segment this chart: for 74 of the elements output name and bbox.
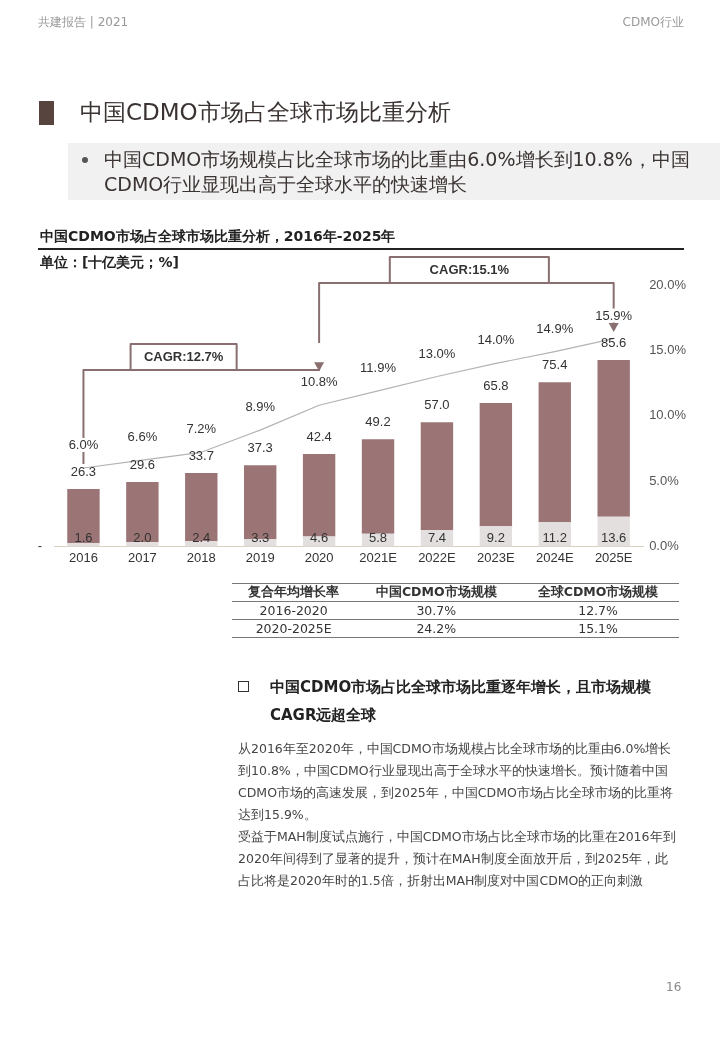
text: 受益于MAH制度试点施行，中国CDMO市场占比全球市场的比重在2016年到2020年间得到了显著的提升，预计在MAH制度全面放开后，到2025年，此占比将是2020年时的1.5倍，折射出MAH制度对中国CDMO的正向刺激 bbox=[238, 828, 677, 890]
data-label: 14.0% bbox=[477, 332, 515, 348]
total-label: 65.8 bbox=[483, 378, 509, 394]
data-label: 11.2 bbox=[542, 530, 567, 546]
text: 16 bbox=[666, 980, 682, 994]
data-label: 7.4 bbox=[427, 530, 446, 546]
x-tick-label: 2025E bbox=[594, 549, 633, 565]
bar bbox=[361, 439, 395, 534]
data-label: 1.6 bbox=[74, 530, 93, 546]
text: 从2016年至2020年，中国CDMO市场规模占比全球市场的比重由6.0%增长到10.8%，中国CDMO行业显现出高于全球水平的快速增长。预计随着中国CDMO市场的高速发展，到2025年，中国CDMO市场占比全球市场的比重将达到15.9%。 bbox=[238, 740, 674, 824]
data-label: 11.9% bbox=[360, 359, 397, 375]
data-label: 14.9% bbox=[536, 320, 574, 336]
bar bbox=[185, 472, 218, 542]
bar bbox=[126, 481, 159, 543]
text: 2020-2025E bbox=[232, 619, 356, 638]
total-label: 57.0 bbox=[424, 397, 450, 413]
annotation: CAGR:12.7% bbox=[143, 348, 224, 364]
total-label: 33.7 bbox=[188, 448, 214, 464]
text: 15.1% bbox=[517, 619, 679, 638]
y2-tick-label: 5.0% bbox=[649, 472, 680, 488]
text: 12.7% bbox=[517, 601, 679, 620]
text: 24.2% bbox=[355, 619, 518, 638]
data-label: 10.8% bbox=[300, 374, 338, 390]
x-tick-label: 2016 bbox=[69, 549, 98, 565]
text: 中国CDMO市场占全球市场比重分析 bbox=[80, 98, 451, 127]
bar bbox=[244, 465, 277, 540]
total-label: 26.3 bbox=[70, 464, 97, 480]
bar bbox=[67, 489, 100, 543]
data-label: 13.6 bbox=[601, 530, 627, 546]
bar bbox=[420, 422, 454, 531]
data-label: 6.6% bbox=[127, 429, 158, 445]
data-label: 13.0% bbox=[418, 345, 456, 361]
text: 共建报告 | 2021 bbox=[38, 14, 129, 31]
text: 中国CDMO市场规模占比全球市场的比重由6.0%增长到10.8%，中国CDMO行业显现出高于全球水平的快速增长 bbox=[104, 148, 690, 195]
total-label: 37.3 bbox=[247, 440, 273, 456]
bar bbox=[538, 382, 571, 522]
x-tick-label: 2024E bbox=[535, 549, 574, 565]
x-tick-label: 2021E bbox=[359, 549, 398, 565]
total-label: 42.4 bbox=[306, 429, 332, 445]
total-label: 85.6 bbox=[601, 335, 627, 351]
x-tick-label: 2019 bbox=[245, 549, 275, 565]
x-tick-label: 2018 bbox=[186, 549, 216, 565]
y2-tick-label: 0.0% bbox=[649, 537, 680, 553]
data-label: 8.9% bbox=[245, 399, 276, 415]
text: CAGR:15.1% bbox=[429, 261, 510, 277]
chart-subtitle: 单位：[十亿美元；%] bbox=[40, 254, 179, 272]
bar bbox=[126, 542, 159, 547]
data-label: 6.0% bbox=[68, 437, 99, 453]
bar bbox=[479, 403, 513, 527]
total-label: 49.2 bbox=[365, 414, 391, 430]
x-tick-label: 2023E bbox=[477, 549, 515, 565]
data-label: 7.2% bbox=[186, 421, 217, 437]
y2-tick-label: 15.0% bbox=[649, 341, 687, 357]
data-label: 15.9% bbox=[595, 307, 633, 323]
bar bbox=[597, 359, 630, 517]
x-tick-label: 2020 bbox=[304, 549, 334, 565]
data-label: 9.2 bbox=[486, 530, 505, 546]
data-label: 2.0 bbox=[133, 530, 152, 546]
y2-tick-label: 10.0% bbox=[649, 407, 687, 423]
text: - bbox=[37, 537, 43, 553]
text: 中国CDMO市场规模 bbox=[355, 583, 518, 602]
text: 全球CDMO市场规模 bbox=[517, 583, 679, 602]
total-label: 29.6 bbox=[129, 457, 156, 472]
total-label: 75.4 bbox=[542, 357, 568, 373]
chart-title: 中国CDMO市场占全球市场比重分析，2016年-2025年 bbox=[40, 228, 396, 246]
text: 30.7% bbox=[355, 601, 518, 620]
text: 复合年均增长率 bbox=[232, 583, 356, 602]
data-label: 5.8 bbox=[368, 530, 388, 546]
x-tick-label: 2017 bbox=[127, 549, 157, 565]
text: 2016-2020 bbox=[232, 601, 356, 620]
text: CDMO行业 bbox=[622, 14, 684, 31]
text: 中国CDMO市场占比全球市场比重逐年增长，且市场规模CAGR远超全球 bbox=[269, 677, 653, 726]
y2-tick-label: 20.0% bbox=[649, 276, 687, 292]
x-tick-label: 2022E bbox=[418, 549, 457, 565]
